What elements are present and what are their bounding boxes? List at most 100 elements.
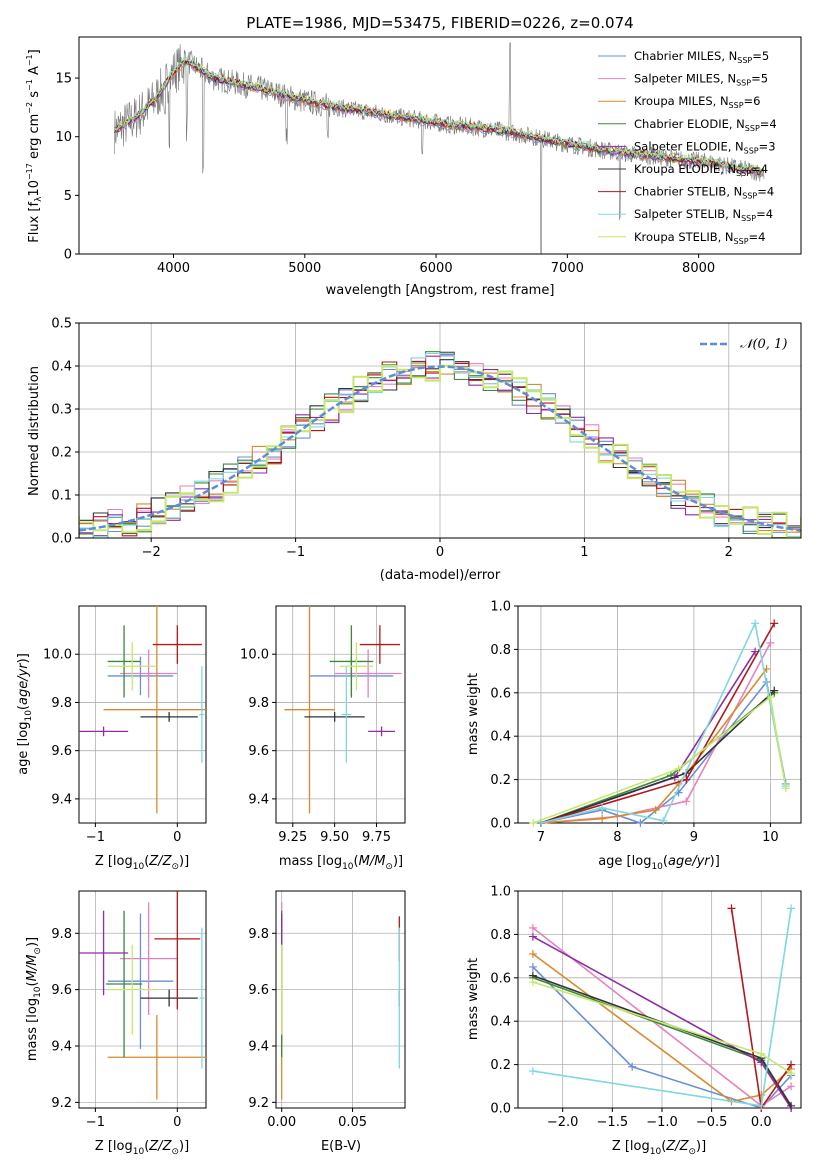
observed-spectrum-line	[114, 42, 765, 254]
x-tick-label: 9	[690, 830, 698, 845]
mass-weight-marker	[787, 1060, 796, 1069]
x-tick-label: 0	[173, 830, 181, 845]
axes-frame	[517, 605, 802, 824]
model-spectrum-line	[114, 58, 764, 174]
y-tick-label: 0.8	[490, 643, 511, 658]
y-tick-label: 9.6	[248, 983, 269, 998]
y-tick-label: 1.0	[490, 600, 511, 615]
mass-weight-line	[533, 695, 787, 824]
mass-vs-metallicity-ylabel: mass [log10(M/M⊙)]	[25, 937, 43, 1061]
y-tick-label: 0.4	[490, 730, 511, 745]
age-vs-metallicity-xlabel: Z [log10(Z/Z⊙)]	[95, 854, 189, 872]
age-vs-mass-xlabel: mass [log10(M/M⊙)]	[279, 854, 403, 872]
y-tick-label: 9.8	[51, 696, 72, 711]
x-tick-label: 8	[613, 830, 621, 845]
mass-weight-vs-age-ylabel: mass weight	[466, 673, 481, 755]
x-tick-label: 6000	[420, 261, 453, 276]
x-tick-label: −1	[86, 830, 105, 845]
legend-entry: Salpeter MILES, NSSP=5	[634, 72, 768, 88]
mass-vs-extinction-panel: 0.00 0.05 9.2 9.4 9.6 9.8	[248, 890, 406, 1130]
age-vs-metallicity-ylabel: age [log10(age/yr)]	[16, 653, 34, 775]
x-tick-label: 0.05	[338, 1115, 367, 1130]
y-tick-label: 10.0	[240, 648, 269, 663]
mass-weight-marker	[598, 803, 607, 812]
axes-frame	[78, 890, 207, 1109]
residual-plot-area	[79, 351, 801, 538]
mass-weight-marker	[659, 816, 668, 825]
y-tick-label: 9.8	[51, 927, 72, 942]
mass-weight-marker	[781, 784, 790, 793]
y-tick-label: 10	[55, 130, 72, 145]
y-tick-label: 1.0	[490, 885, 511, 900]
x-tick-label: 0.00	[267, 1115, 296, 1130]
residual-ylabel: Normed distribution	[27, 366, 42, 496]
y-tick-label: 5	[64, 189, 72, 204]
y-tick-label: 9.6	[51, 983, 72, 998]
mass-weight-marker	[682, 797, 691, 806]
x-tick-label: −2.0	[547, 1115, 579, 1130]
residual-histogram	[79, 364, 801, 538]
x-tick-label: 0.0	[751, 1115, 772, 1130]
y-tick-label: 9.6	[51, 744, 72, 759]
mass-weight-vs-age-xlabel: age [log10(age/yr)]	[598, 854, 720, 872]
mass-weight-vs-age-panel: 7 8 9 10 0.0 0.2 0.4 0.6 0.8 1.0	[490, 600, 802, 845]
mass-weight-line	[532, 966, 792, 1109]
y-tick-label: 10.0	[43, 648, 72, 663]
x-tick-label: 0	[173, 1115, 181, 1130]
x-tick-label: −1	[286, 545, 305, 560]
x-tick-label: −2	[142, 545, 161, 560]
mass-weight-marker	[727, 904, 736, 913]
mass-weight-marker	[651, 805, 660, 814]
x-tick-label: −1	[86, 1115, 105, 1130]
legend-entry: Chabrier STELIB, NSSP=4	[634, 185, 774, 201]
parameter-panels: −1 0 9.4 9.6 9.8 10.0 9.25 9.50 9.75 9.4 9.6 9.8 10.…	[16, 600, 802, 1157]
y-tick-label: 9.2	[248, 1096, 269, 1111]
mass-weight-marker	[528, 932, 537, 941]
legend-entry: Kroupa STELIB, NSSP=4	[634, 230, 765, 246]
y-tick-label: 9.6	[248, 744, 269, 759]
spectrum-panel: PLATE=1986, MJD=53475, FIBERID=0226, z=0…	[25, 14, 802, 298]
y-tick-label: 0.2	[490, 773, 511, 788]
mass-weight-marker	[766, 693, 775, 702]
x-tick-label: 4000	[157, 261, 190, 276]
x-tick-label: 1	[580, 545, 588, 560]
spectrum-xlabel: wavelength [Angstrom, rest frame]	[326, 283, 555, 298]
y-tick-label: 0	[64, 248, 72, 263]
y-tick-label: 9.4	[51, 792, 72, 807]
mass-weight-marker	[674, 764, 683, 773]
mass-vs-metallicity-xlabel: Z [log10(Z/Z⊙)]	[95, 1139, 189, 1157]
axes-frame	[275, 890, 406, 1109]
y-tick-label: 0.1	[51, 489, 72, 504]
x-tick-label: 2	[725, 545, 733, 560]
y-tick-label: 0.0	[490, 1102, 511, 1117]
residual-panel: −2 −1 0 1 2 0.0 0.1 0.2 0.3 0.4 0.5 (data-model)/e…	[27, 317, 802, 583]
legend-entry: Chabrier MILES, NSSP=5	[634, 49, 769, 65]
mass-weight-marker	[787, 904, 796, 913]
residual-legend: 𝒩(0, 1)	[700, 337, 787, 352]
y-tick-label: 0.4	[490, 1015, 511, 1030]
age-vs-metallicity-panel: −1 0 9.4 9.6 9.8 10.0	[43, 605, 207, 845]
y-tick-label: 9.8	[248, 696, 269, 711]
x-tick-label: −0.5	[696, 1115, 728, 1130]
mass-weight-marker	[757, 1101, 766, 1110]
y-tick-label: 0.0	[490, 817, 511, 832]
spectrum-ylabel: Flux [fλ10−17 erg cm−2 s−1 A−1]	[25, 49, 44, 242]
x-tick-label: 0	[436, 545, 444, 560]
spectrum-title: PLATE=1986, MJD=53475, FIBERID=0226, z=0…	[246, 14, 633, 32]
y-tick-label: 0.4	[51, 360, 72, 375]
y-tick-label: 0.3	[51, 403, 72, 418]
mass-weight-marker	[787, 1069, 796, 1078]
y-tick-label: 0.2	[51, 446, 72, 461]
age-vs-mass-panel: 9.25 9.50 9.75 9.4 9.6 9.8 10.0	[240, 605, 406, 845]
mass-weight-marker	[528, 978, 537, 987]
mass-weight-marker	[529, 819, 538, 827]
mass-weight-marker	[757, 1049, 766, 1058]
legend-entry: Chabrier ELODIE, NSSP=4	[634, 117, 777, 133]
mass-weight-marker	[770, 686, 779, 695]
mass-weight-marker	[528, 923, 537, 932]
mass-vs-extinction-xlabel: E(B-V)	[321, 1139, 361, 1154]
x-tick-label: −1.0	[646, 1115, 678, 1130]
mass-weight-marker	[636, 819, 645, 827]
x-tick-label: 8000	[682, 261, 715, 276]
